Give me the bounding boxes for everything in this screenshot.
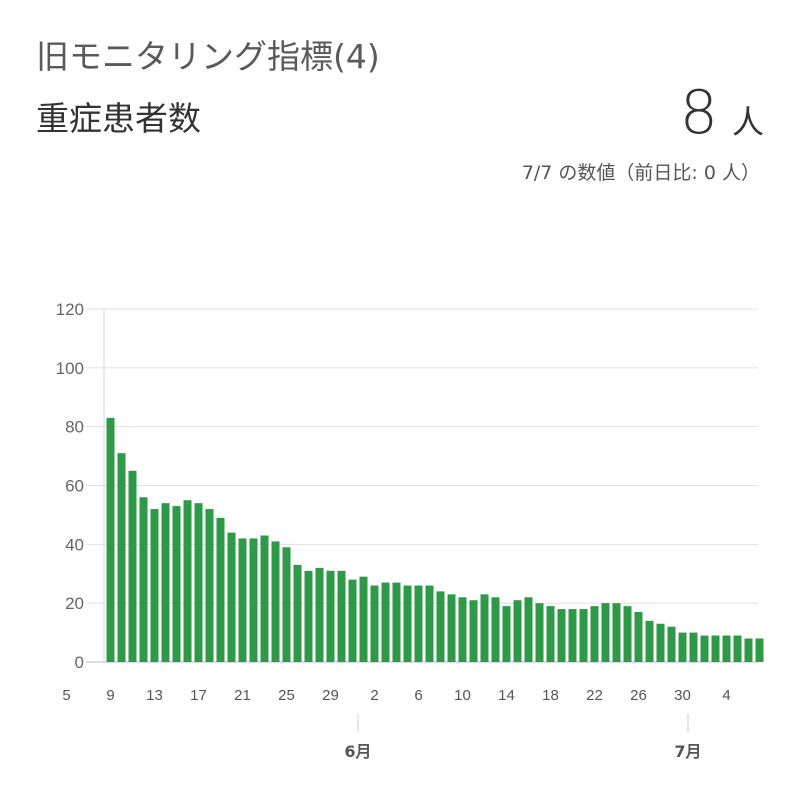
bar — [634, 611, 643, 662]
bar — [667, 626, 676, 662]
bar — [744, 638, 753, 662]
x-tick-label: 29 — [322, 687, 339, 704]
x-tick-label: 30 — [674, 687, 691, 704]
bar — [260, 535, 269, 662]
bar — [205, 509, 214, 662]
y-tick-label: 100 — [56, 359, 84, 378]
bar — [722, 635, 731, 662]
bar — [249, 538, 258, 662]
bar — [359, 576, 368, 662]
bar — [106, 417, 115, 662]
y-tick-label: 40 — [65, 535, 84, 554]
y-tick-label: 0 — [75, 653, 84, 672]
bar — [568, 609, 577, 662]
current-value-display: 8 人 — [680, 78, 764, 148]
bar — [524, 597, 533, 662]
bar — [469, 600, 478, 662]
bar — [326, 570, 335, 662]
x-tick-label: 6 — [414, 687, 422, 704]
bar — [678, 632, 687, 662]
bar — [711, 635, 720, 662]
bar — [271, 541, 280, 662]
bar — [601, 603, 610, 662]
bar — [458, 597, 467, 662]
bar — [337, 570, 346, 662]
bar — [392, 582, 401, 662]
x-tick-label: 14 — [498, 687, 515, 704]
bar — [414, 585, 423, 662]
bar — [733, 635, 742, 662]
x-tick-label: 13 — [146, 687, 163, 704]
bar — [403, 585, 412, 662]
bar — [370, 585, 379, 662]
bar — [447, 594, 456, 662]
bar — [227, 532, 236, 662]
bar — [194, 503, 203, 662]
bar — [150, 509, 159, 662]
bar — [436, 591, 445, 662]
bar — [238, 538, 247, 662]
date-comparison-note: 7/7 の数値（前日比: 0 人） — [521, 162, 760, 184]
bar — [381, 582, 390, 662]
month-label: 7月 — [674, 742, 701, 761]
bar — [216, 517, 225, 662]
y-tick-label: 60 — [65, 477, 84, 496]
bar — [700, 635, 709, 662]
x-tick-label: 25 — [278, 687, 295, 704]
bar — [612, 603, 621, 662]
y-tick-label: 20 — [65, 594, 84, 613]
bar — [161, 503, 170, 662]
bar — [656, 623, 665, 662]
bar — [480, 594, 489, 662]
bar — [557, 609, 566, 662]
x-tick-label: 17 — [190, 687, 207, 704]
metric-name: 重症患者数 — [36, 99, 201, 138]
bar — [491, 597, 500, 662]
bar — [689, 632, 698, 662]
bar — [172, 506, 181, 662]
bar — [502, 606, 511, 662]
bar — [645, 620, 654, 662]
x-tick-label: 9 — [106, 687, 114, 704]
bar — [348, 579, 357, 662]
bar — [513, 600, 522, 662]
current-value: 8 — [679, 78, 718, 148]
x-tick-label: 21 — [234, 687, 251, 704]
bar — [282, 547, 291, 662]
bar — [623, 606, 632, 662]
bar — [546, 606, 555, 662]
bar — [128, 470, 137, 662]
bar — [579, 609, 588, 662]
bar — [304, 570, 313, 662]
bar — [590, 606, 599, 662]
x-tick-label: 4 — [722, 687, 730, 704]
bar — [139, 497, 148, 662]
bar — [755, 638, 764, 662]
x-tick-label: 26 — [630, 687, 647, 704]
value-unit: 人 — [731, 103, 764, 141]
bar — [117, 453, 126, 662]
bar — [183, 500, 192, 662]
x-tick-label: 2 — [370, 687, 378, 704]
y-tick-label: 120 — [56, 300, 84, 319]
month-label: 6月 — [344, 742, 371, 761]
y-tick-label: 80 — [65, 418, 84, 437]
bar — [425, 585, 434, 662]
bar — [535, 603, 544, 662]
bar — [293, 564, 302, 662]
x-tick-label: 5 — [62, 687, 70, 704]
page-title: 旧モニタリング指標(4) — [36, 37, 380, 76]
x-tick-label: 10 — [454, 687, 471, 704]
bar — [315, 567, 324, 662]
x-tick-label: 22 — [586, 687, 603, 704]
x-tick-label: 18 — [542, 687, 559, 704]
